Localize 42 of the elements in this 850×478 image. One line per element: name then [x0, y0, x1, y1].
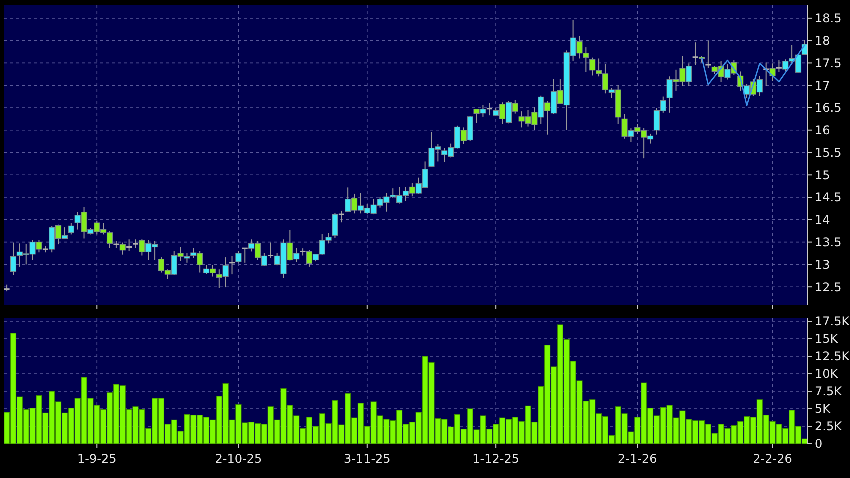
y-tick-label: 16.5: [815, 101, 842, 116]
y-tick-label: 0: [815, 437, 823, 452]
y-tick-label: 18: [815, 34, 830, 48]
candlestick: [332, 212, 338, 239]
y-tick-label: 17: [815, 78, 830, 93]
y-tick-label: 12.5: [815, 280, 842, 294]
candlestick: [776, 60, 783, 73]
y-tick-label: 14: [815, 213, 830, 228]
y-tick-label: 13.5: [815, 236, 842, 250]
y-tick-label: 15K: [815, 332, 840, 346]
x-tick-label: 3-11-25: [344, 452, 391, 466]
x-tick-label: 2-1-26: [618, 452, 658, 466]
candlestick: [126, 239, 133, 252]
candlestick: [228, 256, 236, 276]
y-tick-label: 17.5: [815, 56, 842, 70]
y-tick-label: 2.5K: [815, 420, 844, 434]
candlestick: [338, 210, 346, 224]
candlestick: [590, 57, 596, 76]
candlestick: [486, 103, 494, 116]
y-tick-label: 18.5: [815, 12, 842, 26]
candlestick: [242, 248, 249, 264]
candlestick: [120, 242, 126, 256]
candlestick: [692, 42, 700, 66]
y-tick-label: 13: [815, 258, 830, 272]
candlestick: [704, 40, 712, 69]
candlestick: [267, 242, 274, 258]
y-tick-label: 12.5K: [815, 350, 850, 364]
y-tick-label: 17.5K: [815, 314, 850, 329]
y-tick-label: 7.5K: [815, 384, 844, 399]
candlestick: [236, 250, 242, 264]
y-tick-label: 14.5: [815, 190, 842, 205]
y-tick-label: 15: [815, 168, 830, 182]
y-tick-label: 16: [815, 124, 830, 138]
y-tick-label: 5K: [815, 402, 832, 416]
x-tick-label: 2-10-25: [215, 452, 262, 466]
candlestick: [68, 222, 74, 236]
y-tick-label: 15.5: [815, 146, 842, 160]
y-tick-label: 10K: [815, 367, 840, 382]
candlestick: [10, 242, 17, 276]
x-tick-label: 1-12-25: [472, 452, 520, 466]
x-tick-label: 1-9-25: [78, 452, 117, 466]
x-tick-label: 2-2-26: [753, 452, 792, 466]
